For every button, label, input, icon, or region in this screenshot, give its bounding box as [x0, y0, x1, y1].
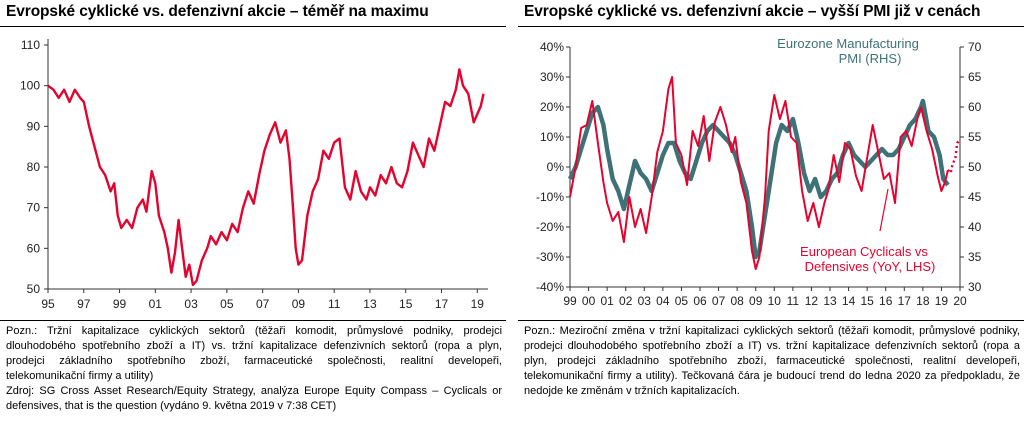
- left-note-text: Tržní kapitalizace cyklických sektorů (t…: [6, 325, 503, 382]
- right-left-y-tick-label: -40%: [536, 280, 564, 294]
- left-x-tick-label: 11: [328, 297, 341, 311]
- pmi-annotation-line2: PMI (RHS): [839, 51, 902, 66]
- right-note-paragraph: Pozn.: Meziroční změna v tržní kapitaliz…: [524, 324, 1020, 399]
- right-right-y-tick-label: 35: [968, 250, 982, 264]
- left-x-tick-label: 03: [184, 297, 198, 311]
- right-x-tick-label: 13: [823, 294, 837, 308]
- left-chart-title: Evropské cyklické vs. defenzivní akcie –…: [6, 3, 429, 20]
- left-x-tick-label: 97: [77, 297, 91, 311]
- right-x-tick-label: 01: [600, 294, 614, 308]
- left-note-label: Pozn.:: [6, 325, 38, 337]
- left-source-label: Zdroj:: [6, 385, 35, 397]
- right-top-rule: [518, 26, 1024, 27]
- right-x-tick-label: 02: [619, 294, 633, 308]
- right-left-y-tick-label: -20%: [536, 220, 564, 234]
- right-x-tick-label: 18: [916, 294, 930, 308]
- right-x-tick-label: 07: [712, 294, 726, 308]
- right-x-tick-label: 12: [805, 294, 819, 308]
- left-y-tick-label: 80: [27, 160, 41, 174]
- right-x-tick-label: 10: [768, 294, 782, 308]
- left-note-paragraph: Pozn.: Tržní kapitalizace cyklických sek…: [6, 324, 502, 384]
- right-left-y-tick-label: -30%: [536, 250, 564, 264]
- right-right-y-tick-label: 45: [968, 190, 982, 204]
- left-x-tick-label: 09: [292, 297, 306, 311]
- left-y-tick-label: 110: [21, 38, 40, 52]
- right-x-tick-label: 16: [879, 294, 893, 308]
- right-right-y-tick-label: 65: [968, 70, 982, 84]
- right-left-y-tick-label: 10%: [540, 130, 564, 144]
- left-chart-note: Pozn.: Tržní kapitalizace cyklických sek…: [6, 324, 502, 414]
- right-left-y-tick-label: 20%: [540, 100, 564, 114]
- right-plot-area: 40% 30% 20% 10% 0% -10% -20% -30% -40% 70 65 60 55 50…: [518, 27, 1024, 319]
- right-x-tick-label: 03: [638, 294, 652, 308]
- left-y-tick-label: 90: [27, 119, 41, 133]
- left-source-text: SG Cross Asset Research/Equity Strategy,…: [6, 385, 502, 412]
- left-plot-area: 50 60 70 80 90 100 110 95 97 99 01 03 05 07 09 11 13 15 17…: [0, 27, 506, 319]
- right-right-y-tick-label: 50: [968, 160, 982, 174]
- left-y-tick-label: 60: [27, 241, 41, 255]
- right-chart-svg: 40% 30% 20% 10% 0% -10% -20% -30% -40% 70 65 60 55 50…: [536, 36, 982, 308]
- right-note-label: Pozn.:: [524, 325, 556, 337]
- right-right-y-tick-label: 60: [968, 100, 982, 114]
- right-chart-note: Pozn.: Meziroční změna v tržní kapitaliz…: [524, 324, 1020, 399]
- right-left-y-tick-label: 30%: [540, 70, 564, 84]
- left-x-tick-label: 13: [363, 297, 377, 311]
- right-x-tick-label: 05: [675, 294, 689, 308]
- right-right-y-tick-label: 70: [968, 40, 982, 54]
- right-x-tick-label: 04: [656, 294, 670, 308]
- right-right-y-tick-label: 55: [968, 130, 982, 144]
- left-chart-svg: 50 60 70 80 90 100 110 95 97 99 01 03 05 07 09 11 13 15 17…: [20, 38, 488, 311]
- right-x-tick-label: 06: [693, 294, 707, 308]
- right-cyclicals-line: [569, 76, 949, 270]
- left-y-tick-label: 100: [20, 79, 40, 93]
- right-x-tick-label: 17: [898, 294, 912, 308]
- left-x-tick-label: 05: [220, 297, 234, 311]
- cyclicals-annotation-line1: European Cyclicals vs: [800, 244, 928, 259]
- left-source-paragraph: Zdroj: SG Cross Asset Research/Equity St…: [6, 384, 502, 414]
- right-left-y-tick-label: 0%: [547, 160, 565, 174]
- right-x-tick-label: 20: [953, 294, 967, 308]
- right-bottom-rule: [518, 320, 1024, 321]
- right-x-tick-label: 11: [787, 294, 800, 308]
- left-x-tick-label: 95: [41, 297, 55, 311]
- left-bottom-rule: [0, 320, 506, 321]
- right-left-y-tick-label: -10%: [536, 190, 564, 204]
- left-x-tick-label: 99: [113, 297, 127, 311]
- right-cyclicals-dotted-forecast-line: [947, 139, 961, 175]
- left-x-tick-label: 01: [149, 297, 163, 311]
- right-chart-panel: Evropské cyklické vs. defenzivní akcie –…: [518, 0, 1024, 421]
- left-x-tick-label: 07: [256, 297, 270, 311]
- left-y-tick-label: 50: [27, 282, 41, 296]
- left-top-rule: [0, 26, 506, 27]
- left-y-tick-label: 70: [27, 201, 41, 215]
- left-x-tick-label: 19: [471, 297, 485, 311]
- left-chart-panel: Evropské cyklické vs. defenzivní akcie –…: [0, 0, 506, 421]
- right-x-tick-label: 99: [563, 294, 577, 308]
- right-x-tick-label: 15: [860, 294, 874, 308]
- right-chart-title: Evropské cyklické vs. defenzivní akcie –…: [524, 3, 981, 20]
- right-x-tick-label: 08: [730, 294, 744, 308]
- pmi-annotation-line1: Eurozone Manufacturing: [777, 36, 919, 51]
- left-x-tick-label: 15: [399, 297, 413, 311]
- cyclicals-annotation-line2: Defensives (YoY, LHS): [805, 259, 936, 274]
- right-x-tick-label: 14: [842, 294, 856, 308]
- left-cyclicals-defensives-line: [47, 68, 485, 287]
- right-x-tick-label: 19: [935, 294, 949, 308]
- right-right-y-tick-label: 40: [968, 220, 982, 234]
- left-x-tick-label: 17: [435, 297, 449, 311]
- cyclicals-annotation-pointer: [879, 188, 889, 232]
- right-left-y-tick-label: 40%: [540, 40, 564, 54]
- right-x-tick-label: 00: [582, 294, 596, 308]
- right-right-y-tick-label: 30: [968, 280, 982, 294]
- right-x-tick-label: 09: [749, 294, 763, 308]
- right-note-text: Meziroční změna v tržní kapitalizaci cyk…: [524, 325, 1020, 397]
